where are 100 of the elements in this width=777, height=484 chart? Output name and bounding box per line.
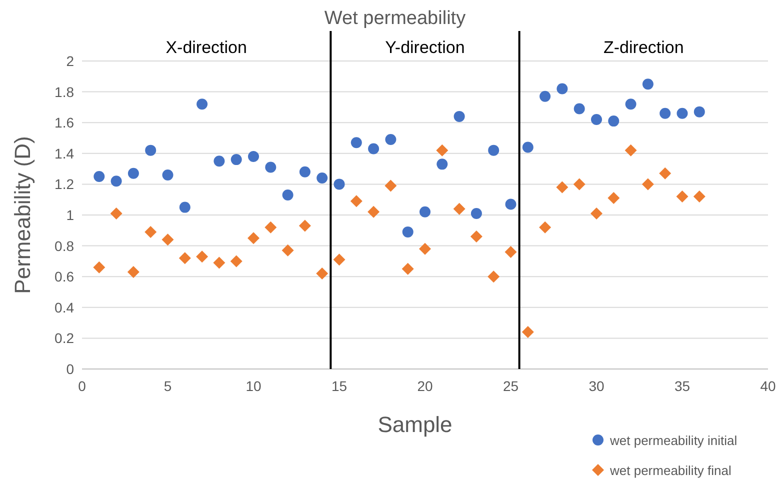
point	[660, 108, 671, 119]
point	[694, 106, 705, 118]
point	[298, 220, 311, 232]
point	[402, 226, 414, 238]
point	[162, 169, 174, 180]
point	[368, 143, 380, 154]
x-tick-label: 40	[760, 378, 776, 394]
point	[591, 114, 602, 126]
chart-title: Wet permeability	[324, 8, 466, 29]
x-tick-label: 20	[417, 378, 433, 394]
point	[676, 190, 688, 203]
point	[110, 176, 122, 187]
point	[642, 178, 654, 190]
point	[248, 150, 259, 162]
y-tick-label: 1.4	[54, 145, 74, 162]
point	[282, 189, 294, 200]
legend-label: wet permeability final	[609, 463, 732, 478]
point	[453, 202, 466, 215]
point	[522, 326, 534, 338]
point	[316, 172, 328, 184]
point	[624, 144, 637, 156]
point	[368, 206, 380, 218]
point	[93, 261, 106, 274]
y-tick-label: 2	[66, 53, 74, 69]
y-tick-label: 0.4	[54, 299, 74, 316]
text: X-direction	[166, 38, 247, 57]
point	[556, 83, 568, 94]
x-tick-label: 0	[78, 378, 86, 394]
point	[556, 181, 568, 194]
point	[230, 154, 242, 166]
y-tick-label: 0.6	[54, 268, 74, 285]
y-tick-label: 0.8	[54, 238, 74, 254]
y-tick-label: 1.6	[54, 114, 74, 131]
point	[504, 246, 517, 258]
point	[436, 144, 448, 156]
y-tick-label: 1.8	[54, 84, 74, 100]
point	[470, 230, 482, 243]
x-tick-label: 25	[502, 378, 519, 394]
point	[436, 158, 448, 170]
point	[454, 110, 465, 122]
point	[470, 208, 482, 219]
legend-label: wet permeability initial	[609, 433, 738, 448]
x-tick-label: 30	[588, 378, 604, 394]
point	[385, 134, 396, 146]
y-tick-label: 1	[66, 207, 74, 223]
point	[334, 178, 345, 190]
point	[522, 142, 534, 153]
point	[316, 268, 328, 280]
point	[230, 255, 242, 268]
point	[179, 202, 190, 213]
point	[608, 192, 620, 204]
point	[264, 221, 277, 234]
point	[127, 266, 140, 278]
point	[282, 244, 294, 256]
point	[333, 254, 346, 266]
point	[196, 98, 208, 110]
point	[196, 250, 208, 263]
point	[488, 144, 500, 156]
point	[573, 178, 586, 190]
point	[299, 166, 310, 178]
point	[128, 168, 139, 179]
x-tick-label: 10	[246, 378, 262, 394]
point	[384, 180, 397, 192]
point	[248, 232, 260, 244]
y-tick-label: 0	[66, 361, 74, 377]
point	[94, 171, 105, 182]
point	[145, 144, 156, 156]
point	[608, 116, 620, 127]
point	[539, 221, 552, 234]
point	[265, 162, 276, 173]
point	[162, 234, 174, 246]
x-tick-label: 15	[331, 378, 348, 394]
point	[574, 103, 585, 114]
point	[659, 167, 672, 180]
point	[213, 256, 226, 269]
point	[693, 190, 706, 203]
point	[419, 242, 431, 255]
point	[488, 270, 500, 283]
point	[420, 206, 430, 218]
point	[402, 262, 414, 275]
point	[590, 207, 602, 220]
y-tick-label: 0.2	[54, 330, 74, 346]
x-tick-label: 35	[674, 378, 690, 394]
point	[676, 108, 688, 119]
point	[178, 252, 191, 264]
text: Z-direction	[604, 38, 684, 57]
point	[144, 226, 157, 238]
point	[110, 207, 122, 220]
y-axis-title: Permeability (D)	[10, 136, 35, 294]
point	[350, 195, 362, 208]
point	[350, 137, 362, 148]
point	[625, 98, 636, 110]
point	[642, 78, 654, 90]
point	[214, 156, 225, 167]
text: Y-direction	[385, 38, 465, 57]
y-tick-label: 1.2	[54, 176, 74, 192]
x-tick-label: 5	[164, 378, 172, 394]
point	[540, 90, 551, 102]
x-axis-title: Sample	[378, 412, 452, 437]
point	[505, 198, 516, 210]
